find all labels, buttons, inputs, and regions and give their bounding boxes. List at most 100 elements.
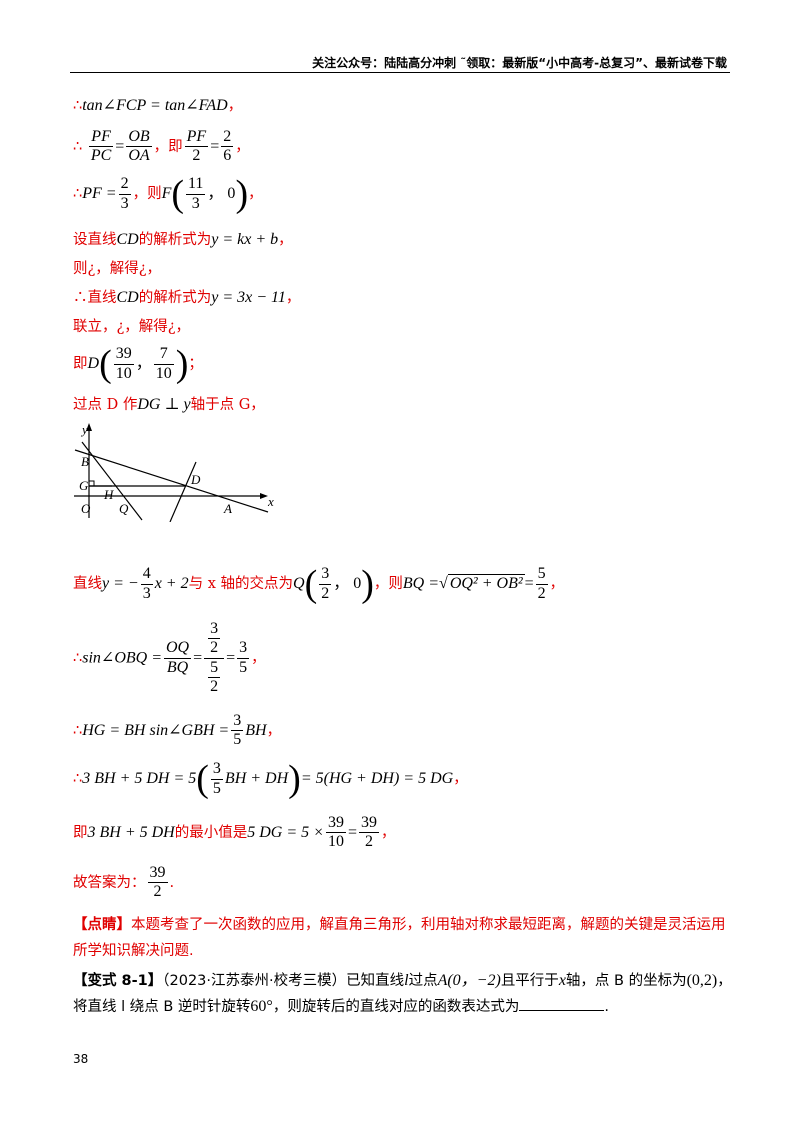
solution-line-8: 即D(39 10， 7 10)； <box>73 345 203 383</box>
point-A: A(0，−2) <box>437 972 501 989</box>
math-expression: = 5(HG + DH) = 5 DG <box>300 770 454 787</box>
text: 轴，点 B 的坐标为 <box>565 973 687 989</box>
geometry-figure: y x B G H O Q D A <box>74 422 274 522</box>
left-paren: ( <box>99 343 112 385</box>
fraction: 39 10 <box>325 814 346 851</box>
punctuation: ， <box>285 290 301 306</box>
coordinate: ， 0 <box>333 575 362 592</box>
note-text: 本题考查了一次函数的应用，解直角三角形，利用轴对称求最短距离，解题的关键是灵活运… <box>73 917 726 959</box>
math-expression: y = 3x − 11 <box>211 289 286 306</box>
therefore-symbol: ∴ <box>73 186 83 202</box>
equals-sign: = <box>115 137 125 155</box>
point-label: D <box>87 355 100 372</box>
fraction: 39 2 <box>147 864 168 901</box>
math-expression: HG = BH sin∠GBH = <box>82 721 230 739</box>
punctuation: ， <box>453 771 468 787</box>
variant-question: 【变式 8-1】（2023·江苏泰州·校考三模）已知直线l过点A(0，−2)且平… <box>73 968 738 1020</box>
therefore-symbol: ∴ <box>73 771 83 787</box>
math-expression: BH <box>245 721 267 739</box>
coordinate: ， 0 <box>207 185 236 202</box>
solution-line-14: 即3 BH + 5 DH的最小值是5 DG = 5 × 39 10 = 39 2， <box>73 814 395 852</box>
label-Q: Q <box>119 501 129 516</box>
answer-blank[interactable] <box>519 998 605 1011</box>
label-B: B <box>81 454 89 469</box>
label-G: G <box>79 478 89 493</box>
equals-sign: = <box>347 823 357 841</box>
connector-text: ，即 <box>153 138 183 155</box>
right-paren: ) <box>175 343 189 385</box>
punctuation: ， <box>235 138 250 155</box>
fraction: 7 10 <box>153 345 174 382</box>
line-BA <box>74 449 269 513</box>
point-label: F <box>161 185 172 202</box>
axis-name: x <box>558 972 566 989</box>
solution-line-9: 过点 D 作DG ⊥ y轴于点 G， <box>73 397 265 413</box>
label-x: x <box>267 494 274 509</box>
solution-line-12: ∴HG = BH sin∠GBH = 3 5 BH， <box>73 712 281 750</box>
solution-line-6: ∴直线CD的解析式为y = 3x − 11， <box>73 290 300 306</box>
line-CD <box>169 461 197 522</box>
note-tag: 【点睛】 <box>73 917 131 933</box>
math-expression: sin∠OBQ = <box>82 649 162 667</box>
punctuation: ， <box>227 98 243 114</box>
punctuation: ， <box>266 722 282 739</box>
therefore-symbol: ∴ <box>73 722 83 739</box>
text: 设直线 <box>73 232 117 248</box>
y-axis-arrow <box>86 423 92 431</box>
solution-line-11: ∴sin∠OBQ = OQ BQ = 3 2 5 2 = 3 5， <box>73 620 266 697</box>
solution-line-15: 故答案为： 39 2. <box>73 864 174 902</box>
solution-line-13: ∴3 BH + 5 DH = 5(3 5 BH + DH)= 5(HG + DH) … <box>73 760 468 798</box>
punctuation: . <box>604 999 609 1015</box>
page-header: 关注公众号：陆陆高分冲刺 ˜领取：最新版“小中高考-总复习”、最新试卷下载 <box>312 56 727 70</box>
line-name: l <box>404 972 409 989</box>
text: 与 x 轴的交点为 <box>188 576 294 592</box>
solution-line-3: ∴PF = 2 3 ，则F(11 3， 0)， <box>73 175 263 213</box>
therefore-symbol: ∴ <box>73 650 83 667</box>
equals-sign: = <box>210 137 220 155</box>
equals-sign: = <box>226 649 236 667</box>
right-angle-mark <box>88 480 95 487</box>
solution-line-10: 直线y = −4 3 x + 2与 x 轴的交点为Q(3 2， 0)，则BQ =√ OQ… <box>73 565 564 603</box>
solution-line-2: ∴ PF PC = OB OA ，即 PF 2 = 2 6， <box>73 128 250 166</box>
label-D: D <box>190 472 201 487</box>
text: 过点 D 作 <box>73 397 138 413</box>
solution-line-1: ∴tan∠FCP = tan∠FAD， <box>73 98 242 114</box>
text: 直线 <box>87 290 117 306</box>
text: 故答案为： <box>73 874 146 891</box>
math-expression: DG ⊥ y <box>137 396 191 413</box>
sqrt-radicand: OQ² + OB² <box>447 574 525 592</box>
text: 直线 <box>73 576 102 592</box>
fraction: 39 2 <box>358 814 379 851</box>
label-H: H <box>103 487 114 502</box>
header-rule <box>70 72 730 73</box>
punctuation: ， <box>251 650 266 667</box>
text: 的解析式为 <box>138 290 212 306</box>
math-expression: 5 DG = 5 × <box>247 823 324 841</box>
line-name: CD <box>116 231 139 248</box>
fraction: OQ BQ <box>164 639 192 676</box>
therefore-symbol: ∴ <box>73 138 83 155</box>
text: ，将直线 l 绕点 B 逆时针旋转 <box>73 973 732 1015</box>
punctuation: ， <box>278 232 293 248</box>
connector-text: ，则 <box>132 186 162 202</box>
fraction: 39 10 <box>113 345 134 382</box>
x-axis-arrow <box>260 493 268 499</box>
left-paren: ( <box>171 173 185 215</box>
math-expression: 3 BH + 5 DH = 5 <box>82 770 197 787</box>
text: 已知直线 <box>346 973 405 989</box>
math-expression: 3 BH + 5 DH <box>87 823 175 841</box>
point-label: Q <box>293 575 305 592</box>
math-expression: y = kx + b <box>211 231 279 248</box>
point-B: (0,2) <box>686 972 718 989</box>
label-y: y <box>80 422 88 437</box>
solution-line-7: 联立，¿，解得¿， <box>73 320 190 335</box>
therefore-symbol: ∴ <box>73 290 88 306</box>
label-A: A <box>223 501 232 516</box>
